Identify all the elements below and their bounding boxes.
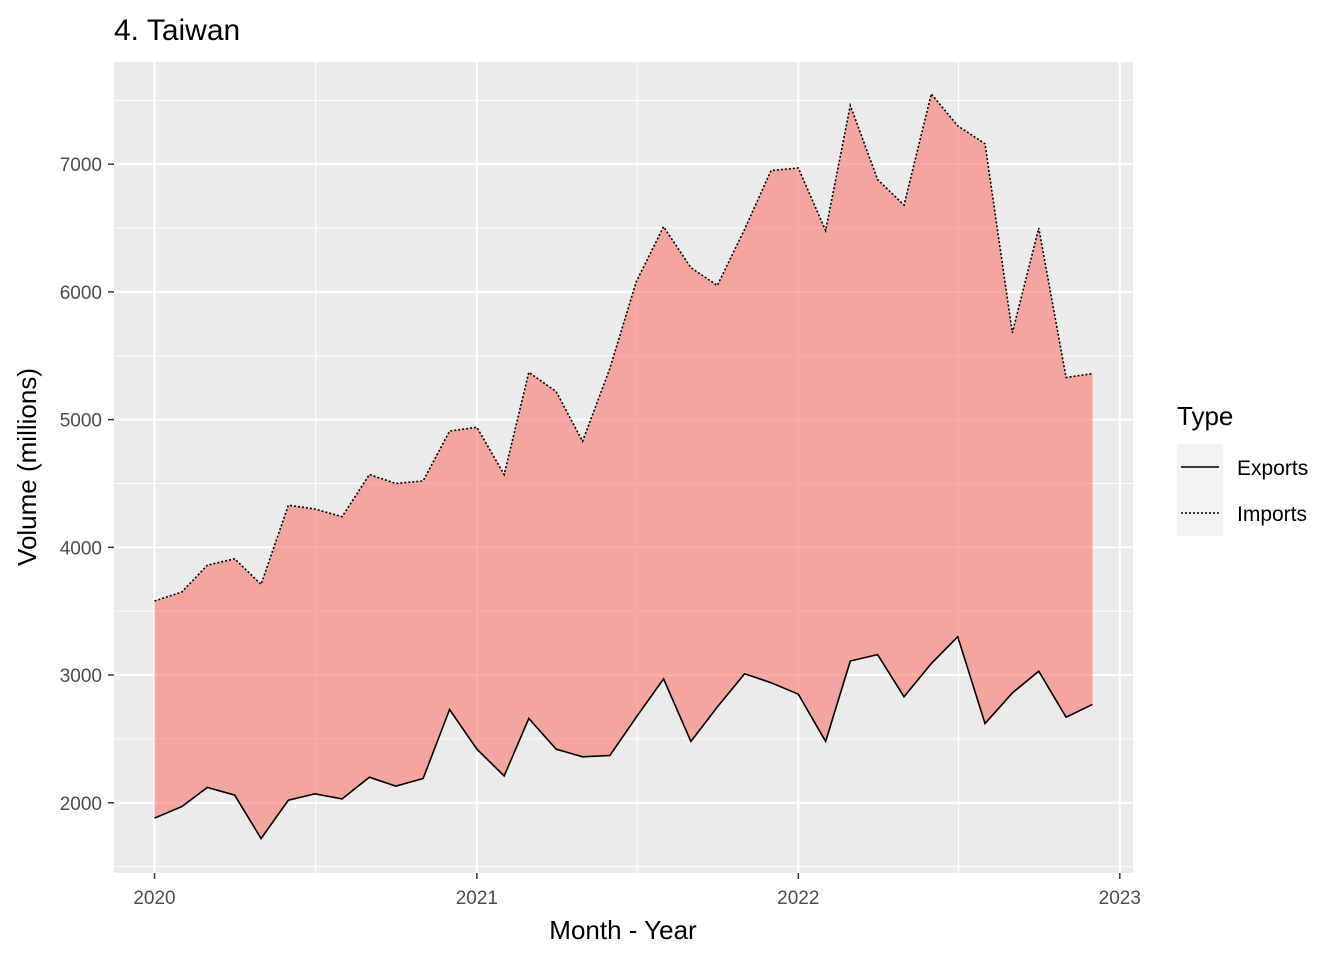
y-tick-label: 2000 bbox=[60, 794, 102, 815]
x-axis-title: Month - Year bbox=[549, 915, 697, 945]
legend-label-imports: Imports bbox=[1237, 503, 1307, 526]
series-line-exports bbox=[154, 635, 1093, 840]
area-ribbon bbox=[154, 93, 1093, 839]
y-tick-label: 4000 bbox=[60, 538, 102, 559]
x-tick-label: 2023 bbox=[1099, 888, 1141, 909]
y-tick-label: 5000 bbox=[60, 411, 102, 432]
y-axis: 2000 3000 4000 5000 6000 7000 bbox=[60, 155, 114, 815]
chart-title: 4. Taiwan bbox=[114, 14, 240, 47]
legend: Type Exports Imports bbox=[1177, 401, 1308, 536]
y-tick-label: 6000 bbox=[60, 283, 102, 304]
x-tick-label: 2022 bbox=[777, 888, 819, 909]
x-axis: 2020 2021 2022 2023 bbox=[133, 873, 1141, 909]
legend-title: Type bbox=[1177, 401, 1233, 431]
y-tick-label: 7000 bbox=[60, 155, 102, 176]
x-tick-label: 2021 bbox=[456, 888, 498, 909]
legend-label-exports: Exports bbox=[1237, 457, 1308, 480]
y-tick-label: 3000 bbox=[60, 666, 102, 687]
series-line-imports bbox=[154, 92, 1093, 602]
y-axis-title: Volume (millions) bbox=[12, 368, 42, 566]
x-tick-label: 2020 bbox=[133, 888, 175, 909]
legend-key-imports bbox=[1177, 490, 1223, 536]
